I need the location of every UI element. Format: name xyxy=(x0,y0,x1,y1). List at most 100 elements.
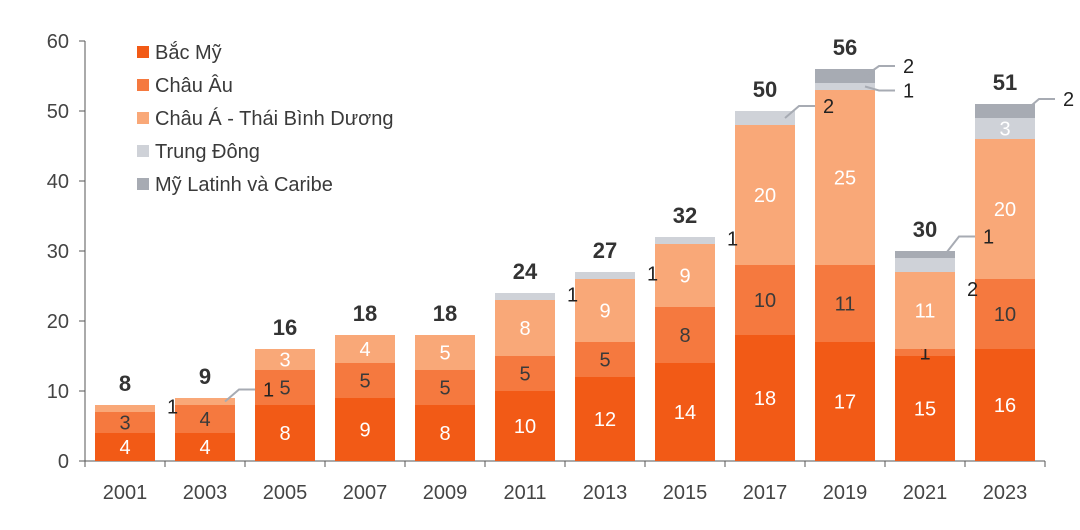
x-tick-label: 2003 xyxy=(183,482,228,504)
bar-segment xyxy=(975,118,1035,139)
bar-total-label: 32 xyxy=(673,203,697,228)
bar-segment xyxy=(415,335,475,370)
bar-segment xyxy=(495,356,555,391)
bar-segment xyxy=(815,69,875,83)
bar-segment xyxy=(815,265,875,342)
segment-value-label: 1 xyxy=(919,343,930,365)
segment-value-label: 9 xyxy=(359,420,370,442)
segment-value-label: 20 xyxy=(994,199,1016,221)
segment-value-label: 5 xyxy=(599,350,610,372)
x-tick-label: 2009 xyxy=(423,482,468,504)
bar-total-label: 30 xyxy=(913,217,937,242)
callout-value-label: 2 xyxy=(903,56,914,78)
legend-swatch xyxy=(137,79,149,91)
legend-entry-label: Trung Đông xyxy=(155,141,260,163)
bar-segment xyxy=(895,349,955,356)
segment-value-label: 4 xyxy=(199,409,210,431)
segment-value-label: 18 xyxy=(754,388,776,410)
bar-total-label: 24 xyxy=(513,259,538,284)
segment-value-label: 3 xyxy=(999,119,1010,141)
callout-value-label: 1 xyxy=(647,264,658,286)
bar-segment xyxy=(975,139,1035,279)
legend-entry-label: Châu Á - Thái Bình Dương xyxy=(155,107,393,130)
segment-value-label: 4 xyxy=(119,437,130,459)
x-tick-label: 2013 xyxy=(583,482,628,504)
segment-value-label: 15 xyxy=(914,399,936,421)
bar-segment xyxy=(255,370,315,405)
bar-segment xyxy=(175,398,235,405)
callout-leader-line xyxy=(224,388,255,403)
callout-value-label: 2 xyxy=(967,279,978,301)
bar-total-label: 51 xyxy=(993,70,1017,95)
segment-value-label: 25 xyxy=(834,168,856,190)
segment-value-label: 8 xyxy=(439,423,450,445)
segment-value-label: 5 xyxy=(359,371,370,393)
segment-value-label: 16 xyxy=(994,395,1016,417)
bar-total-label: 8 xyxy=(119,371,131,396)
segment-value-label: 8 xyxy=(519,318,530,340)
callout-value-label: 1 xyxy=(167,397,178,419)
callout-leader-line xyxy=(784,105,815,119)
bar-segment xyxy=(495,300,555,356)
bar-segment xyxy=(895,356,955,461)
segment-value-label: 17 xyxy=(834,392,856,414)
bar-segment xyxy=(175,433,235,461)
x-tick-label: 2023 xyxy=(983,482,1028,504)
callout-value-label: 1 xyxy=(263,380,274,402)
segment-value-label: 10 xyxy=(994,304,1016,326)
segment-value-label: 5 xyxy=(439,343,450,365)
segment-value-label: 8 xyxy=(279,423,290,445)
segment-value-label: 5 xyxy=(519,364,530,386)
bar-total-label: 27 xyxy=(593,238,617,263)
segment-value-label: 5 xyxy=(279,378,290,400)
bar-total-label: 56 xyxy=(833,35,857,60)
bar-segment xyxy=(655,244,715,307)
segment-value-label: 3 xyxy=(119,413,130,435)
callout-value-label: 2 xyxy=(823,96,834,118)
bar-total-label: 18 xyxy=(353,301,377,326)
bar-segment xyxy=(335,398,395,461)
bar-segment xyxy=(735,111,795,125)
y-tick-label: 0 xyxy=(58,451,69,473)
legend-swatch xyxy=(137,46,149,58)
segment-value-label: 4 xyxy=(199,437,210,459)
x-tick-label: 2005 xyxy=(263,482,308,504)
x-tick-label: 2015 xyxy=(663,482,708,504)
segment-value-label: 11 xyxy=(915,301,936,323)
legend-swatch xyxy=(137,112,149,124)
bar-segment xyxy=(335,363,395,398)
bar-segment xyxy=(575,279,635,342)
bar-segment xyxy=(575,342,635,377)
y-tick-label: 60 xyxy=(47,31,69,53)
bar-segment xyxy=(255,405,315,461)
bar-total-label: 9 xyxy=(199,364,211,389)
bar-segment xyxy=(255,349,315,370)
bar-segment xyxy=(655,307,715,363)
callout-leader-line xyxy=(1024,98,1055,112)
segment-value-label: 10 xyxy=(514,416,536,438)
x-tick-label: 2007 xyxy=(343,482,388,504)
x-tick-label: 2019 xyxy=(823,482,868,504)
bar-segment xyxy=(175,405,235,433)
callout-leader-line xyxy=(864,65,895,77)
bar-segment xyxy=(975,104,1035,118)
legend-swatch xyxy=(137,145,149,157)
callout-value-label: 2 xyxy=(1063,89,1074,111)
y-tick-label: 30 xyxy=(47,241,69,263)
bar-segment xyxy=(815,83,875,90)
bar-total-label: 18 xyxy=(433,301,457,326)
segment-value-label: 9 xyxy=(599,301,610,323)
bar-segment xyxy=(735,335,795,461)
segment-value-label: 5 xyxy=(439,378,450,400)
bar-segment xyxy=(415,370,475,405)
bar-segment xyxy=(655,363,715,461)
bar-total-label: 16 xyxy=(273,315,297,340)
bar-segment xyxy=(815,342,875,461)
legend-entry-label: Châu Âu xyxy=(155,74,233,97)
bar-segment xyxy=(815,90,875,265)
segment-value-label: 8 xyxy=(679,325,690,347)
bar-segment xyxy=(95,412,155,433)
x-tick-label: 2001 xyxy=(103,482,148,504)
